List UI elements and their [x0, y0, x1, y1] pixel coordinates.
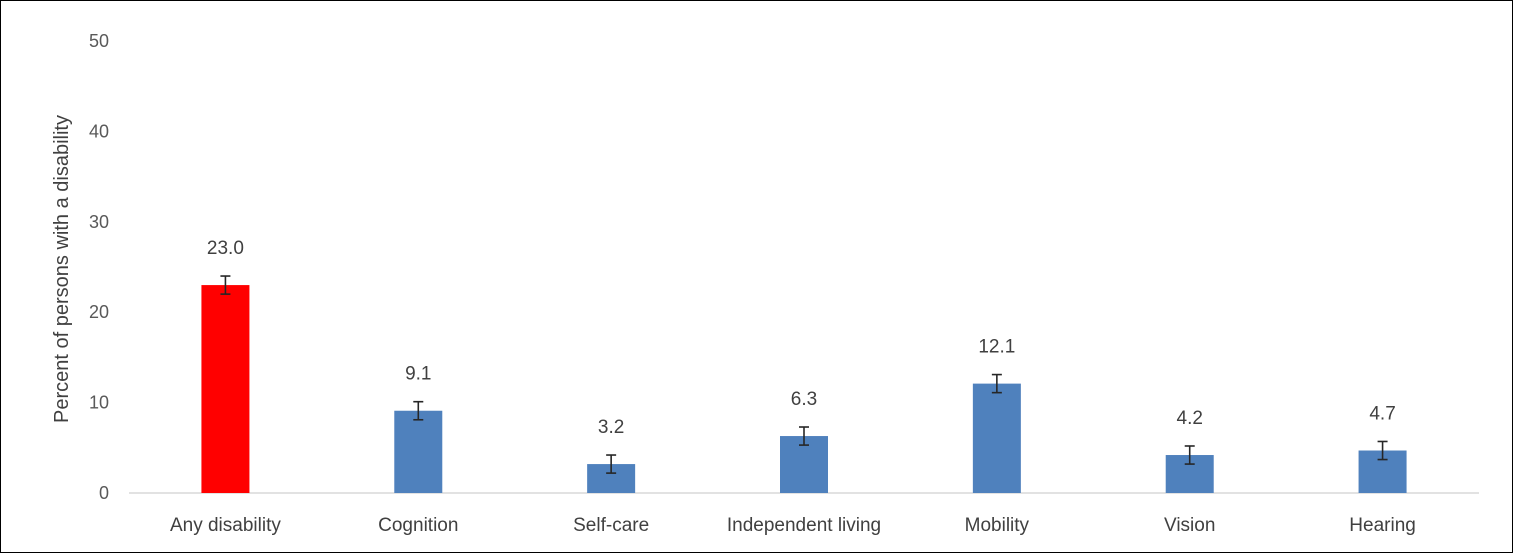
- data-label: 4.7: [1369, 403, 1395, 424]
- error-bar: [1377, 440, 1388, 461]
- bars: 23.0 9.1 3.2 6.3 12.1 4.2 4.7: [201, 238, 1407, 493]
- data-label: 23.0: [207, 238, 244, 259]
- data-label: 9.1: [405, 364, 431, 385]
- y-tick-label: 0: [99, 483, 109, 503]
- error-bar: [799, 426, 809, 446]
- data-label: 6.3: [791, 389, 817, 410]
- category-label: Mobility: [965, 515, 1030, 536]
- y-tick-label: 40: [89, 121, 109, 141]
- error-bar: [991, 373, 1002, 394]
- category-labels: Any disability Cognition Self-care Independ…: [170, 515, 1416, 536]
- y-axis-title: Percent of persons with a disability: [51, 115, 73, 423]
- error-bar: [606, 454, 617, 474]
- y-tick-label: 50: [89, 31, 109, 51]
- category-label: Vision: [1164, 515, 1215, 536]
- y-tick-label: 30: [89, 212, 109, 232]
- category-label: Self-care: [573, 515, 649, 536]
- bar: [972, 383, 1021, 493]
- y-axis-ticks: 0 10 20 30 40 50: [89, 31, 109, 503]
- error-bar: [413, 400, 424, 421]
- y-tick-label: 20: [89, 302, 109, 322]
- data-label: 3.2: [598, 417, 624, 438]
- error-bar: [220, 275, 231, 295]
- category-label: Hearing: [1349, 515, 1416, 536]
- category-label: Independent living: [727, 515, 881, 536]
- category-label: Any disability: [170, 515, 281, 536]
- y-tick-label: 10: [89, 393, 109, 413]
- bar: [394, 410, 443, 493]
- y-axis-title-group: Percent of persons with a disability: [51, 115, 73, 423]
- error-bar: [1184, 445, 1195, 465]
- bar: [201, 285, 250, 493]
- data-label: 12.1: [978, 337, 1015, 358]
- category-label: Cognition: [378, 515, 458, 536]
- data-label: 4.2: [1177, 408, 1203, 429]
